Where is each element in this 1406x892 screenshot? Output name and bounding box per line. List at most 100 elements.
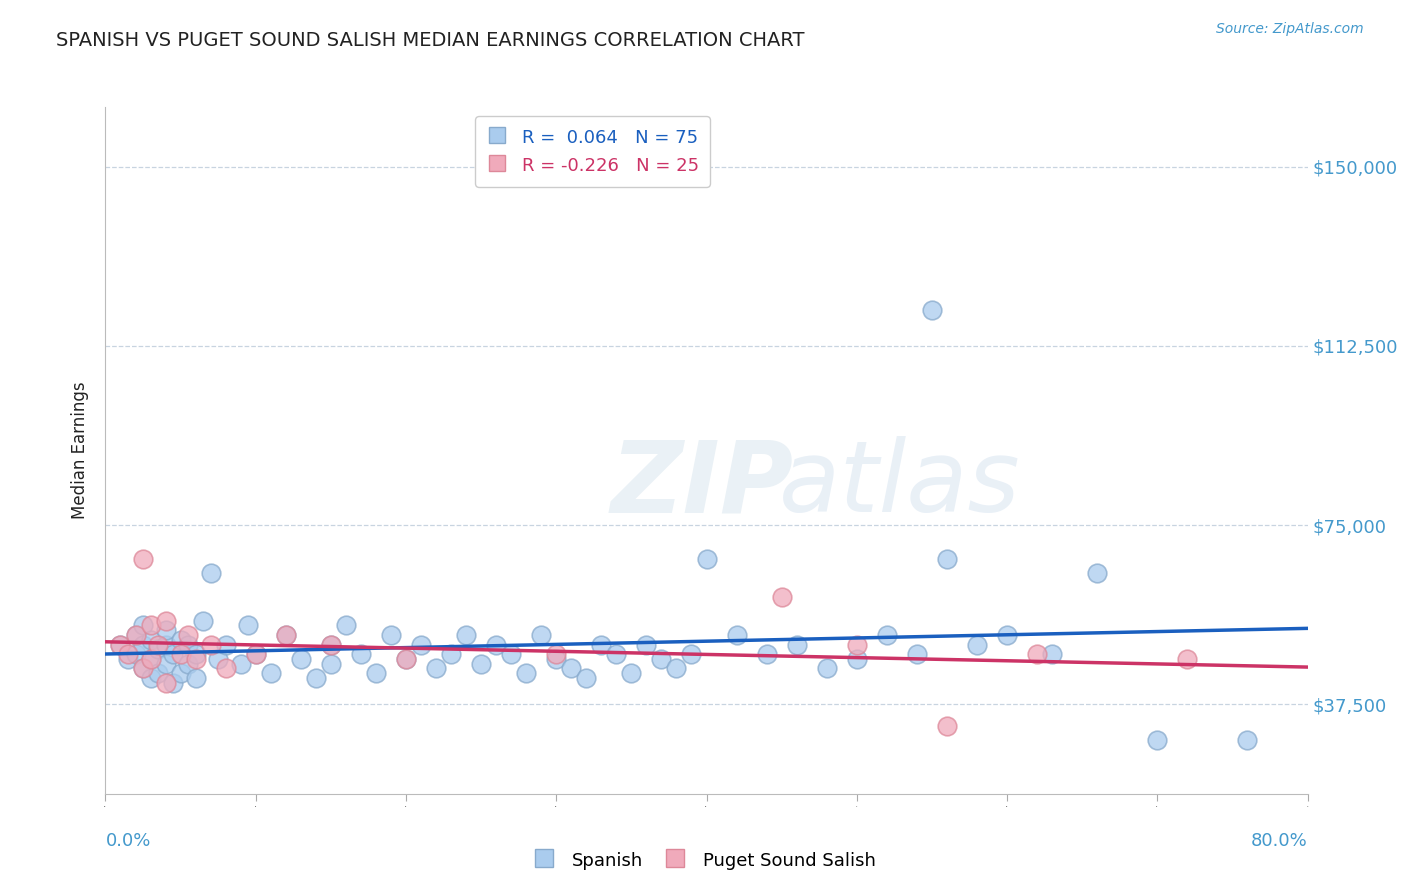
Point (335, 618, 357, 632)
Point (364, 666, 387, 681)
Point (605, 647, 627, 661)
Point (110, 638, 132, 652)
Point (530, 628, 553, 642)
Point (425, 661, 447, 675)
Point (770, 590, 793, 604)
Point (546, 647, 568, 661)
Point (169, 632, 191, 647)
Point (238, 618, 260, 632)
Point (966, 638, 988, 652)
Point (665, 661, 688, 675)
Point (560, 661, 582, 675)
Point (501, 647, 523, 661)
Point (290, 652, 312, 666)
Point (380, 628, 402, 642)
Point (110, 638, 132, 652)
Y-axis label: Median Earnings: Median Earnings (72, 382, 90, 519)
Point (214, 661, 236, 675)
Point (845, 638, 868, 652)
Point (191, 614, 214, 628)
Point (139, 618, 162, 632)
Point (319, 657, 342, 671)
Point (124, 628, 146, 642)
Point (274, 628, 297, 642)
Point (440, 647, 463, 661)
Point (876, 628, 898, 642)
Point (132, 638, 155, 652)
Point (319, 638, 342, 652)
Point (786, 638, 808, 652)
Legend: R =  0.064   N = 75, R = -0.226   N = 25: R = 0.064 N = 75, R = -0.226 N = 25 (475, 116, 710, 186)
Point (139, 652, 162, 666)
Text: 80.0%: 80.0% (1251, 831, 1308, 850)
Point (1236, 733, 1258, 747)
Point (485, 638, 508, 652)
Point (1040, 647, 1063, 661)
Point (132, 618, 155, 632)
Point (139, 671, 162, 685)
Point (1175, 652, 1198, 666)
Point (162, 675, 184, 690)
Point (184, 652, 207, 666)
Text: atlas: atlas (779, 436, 1021, 533)
Point (546, 652, 568, 666)
Point (936, 551, 959, 566)
Point (155, 638, 177, 652)
Point (139, 652, 162, 666)
Point (132, 661, 155, 675)
Legend: Spanish, Puget Sound Salish: Spanish, Puget Sound Salish (523, 842, 883, 879)
Point (350, 647, 373, 661)
Point (155, 675, 177, 690)
Point (245, 647, 267, 661)
Point (260, 666, 283, 681)
Point (146, 638, 169, 652)
Point (305, 671, 328, 685)
Point (815, 661, 838, 675)
Point (395, 652, 418, 666)
Point (274, 628, 297, 642)
Point (1146, 733, 1168, 747)
Point (755, 647, 778, 661)
Point (214, 638, 236, 652)
Point (184, 647, 207, 661)
Point (395, 652, 418, 666)
Point (319, 638, 342, 652)
Point (636, 638, 658, 652)
Text: ZIP: ZIP (610, 436, 793, 533)
Point (124, 628, 146, 642)
Point (177, 638, 200, 652)
Point (454, 628, 477, 642)
Point (515, 666, 537, 681)
Point (155, 614, 177, 628)
Point (146, 666, 169, 681)
Point (591, 638, 613, 652)
Point (696, 551, 718, 566)
Point (207, 652, 229, 666)
Point (200, 638, 222, 652)
Point (155, 624, 177, 638)
Point (1026, 647, 1049, 661)
Point (921, 303, 943, 318)
Point (162, 647, 184, 661)
Point (117, 647, 139, 661)
Point (177, 657, 200, 671)
Text: 0.0%: 0.0% (105, 831, 150, 850)
Point (200, 566, 222, 580)
Point (124, 647, 146, 661)
Point (905, 647, 928, 661)
Text: Source: ZipAtlas.com: Source: ZipAtlas.com (1216, 22, 1364, 37)
Point (229, 657, 252, 671)
Point (620, 666, 643, 681)
Point (470, 657, 492, 671)
Point (132, 661, 155, 675)
Point (575, 671, 598, 685)
Point (681, 647, 703, 661)
Point (245, 647, 267, 661)
Point (1085, 566, 1108, 580)
Point (936, 719, 959, 733)
Point (139, 632, 162, 647)
Point (184, 671, 207, 685)
Point (169, 647, 191, 661)
Point (177, 628, 200, 642)
Point (117, 652, 139, 666)
